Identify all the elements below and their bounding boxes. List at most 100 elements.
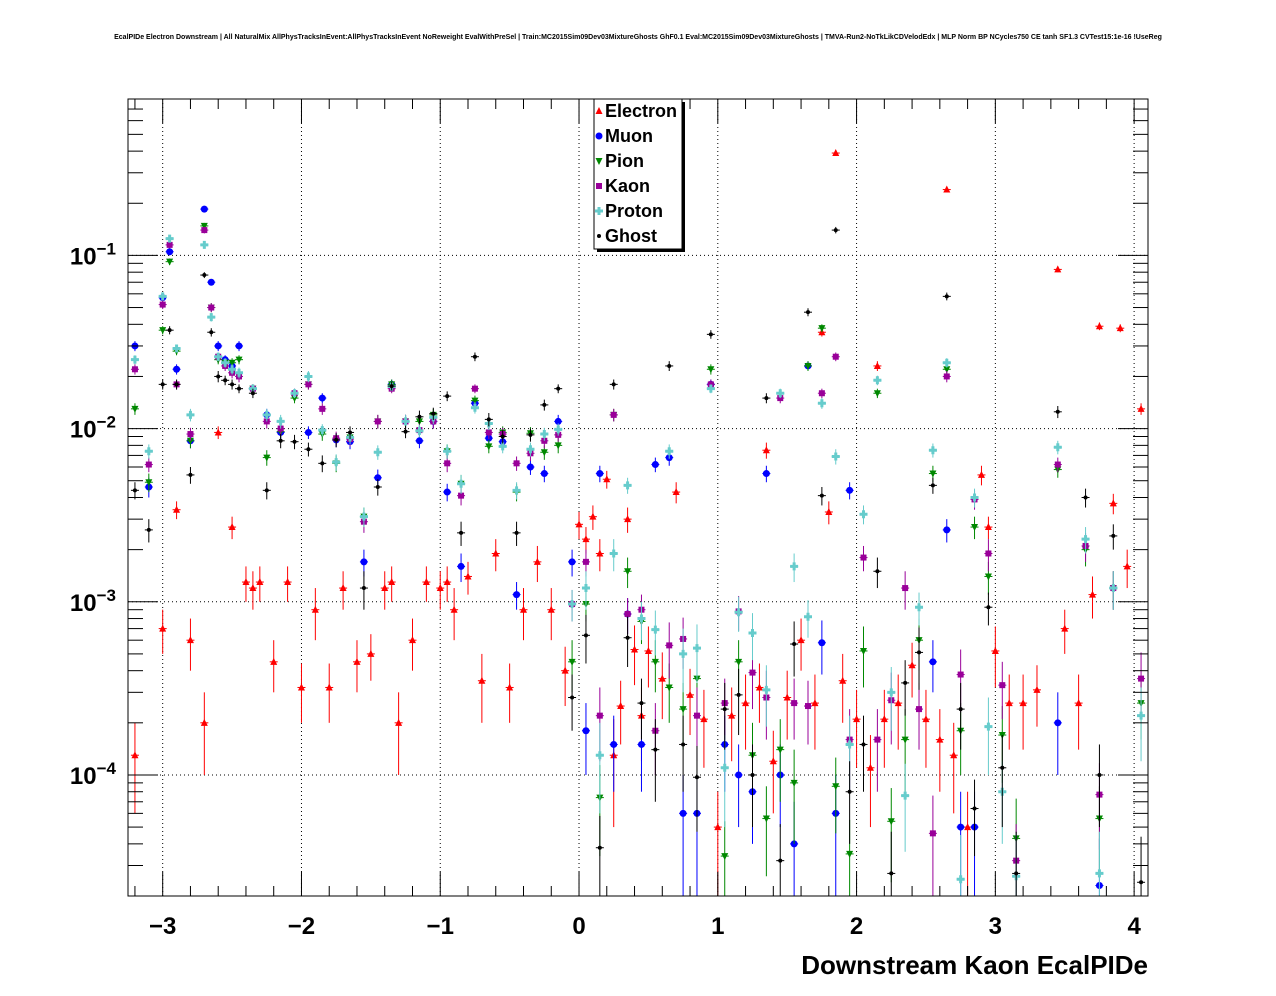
data-point bbox=[984, 722, 993, 731]
data-point bbox=[596, 549, 604, 557]
data-point bbox=[554, 425, 563, 434]
data-point bbox=[228, 365, 237, 374]
data-point bbox=[464, 572, 472, 580]
data-point bbox=[422, 578, 430, 586]
data-point bbox=[1116, 324, 1124, 332]
data-point bbox=[498, 442, 507, 451]
data-point bbox=[644, 646, 652, 654]
data-point bbox=[776, 746, 784, 754]
data-point bbox=[971, 524, 979, 532]
data-point bbox=[639, 701, 644, 706]
data-point bbox=[389, 384, 394, 389]
data-point bbox=[742, 699, 750, 707]
series-muon bbox=[130, 205, 1104, 896]
data-point bbox=[445, 394, 450, 399]
data-point bbox=[679, 809, 687, 817]
data-point bbox=[353, 657, 361, 665]
data-point bbox=[166, 258, 174, 266]
data-point bbox=[861, 742, 866, 747]
data-point bbox=[512, 486, 521, 495]
data-point bbox=[866, 763, 874, 771]
x-tick-label: 3 bbox=[989, 913, 1002, 940]
data-point bbox=[131, 366, 138, 373]
data-point bbox=[547, 605, 555, 613]
data-point bbox=[415, 426, 424, 435]
data-point bbox=[944, 294, 949, 299]
data-point bbox=[930, 483, 935, 488]
data-point bbox=[791, 700, 798, 707]
data-point bbox=[903, 680, 908, 685]
data-point bbox=[686, 690, 694, 698]
data-point bbox=[624, 568, 632, 576]
data-point bbox=[597, 845, 602, 850]
data-point bbox=[637, 614, 646, 623]
legend-label: Ghost bbox=[605, 226, 657, 246]
data-point bbox=[436, 584, 444, 592]
data-point bbox=[832, 149, 840, 157]
data-point bbox=[977, 470, 985, 478]
data-point bbox=[833, 228, 838, 233]
data-point bbox=[1054, 461, 1061, 468]
y-tick-label: 10−3 bbox=[70, 586, 116, 617]
data-point bbox=[970, 493, 979, 502]
data-point bbox=[200, 205, 208, 213]
data-point bbox=[734, 608, 743, 617]
data-point bbox=[582, 535, 590, 543]
data-point bbox=[395, 718, 403, 726]
data-point bbox=[526, 445, 535, 454]
data-point bbox=[797, 636, 805, 644]
x-tick-label: −3 bbox=[149, 913, 176, 940]
data-point bbox=[408, 636, 416, 644]
data-point bbox=[984, 573, 992, 581]
data-point bbox=[443, 488, 451, 496]
legend-item-muon: Muon bbox=[595, 126, 653, 146]
data-point bbox=[999, 682, 1006, 689]
data-point bbox=[928, 446, 937, 455]
data-point bbox=[492, 549, 500, 557]
data-point bbox=[284, 578, 292, 586]
data-point bbox=[749, 669, 756, 676]
data-point bbox=[681, 742, 686, 747]
data-point bbox=[707, 366, 715, 374]
data-point bbox=[653, 747, 658, 752]
data-point bbox=[373, 448, 382, 457]
data-point bbox=[500, 434, 505, 439]
data-point bbox=[235, 368, 244, 377]
data-point bbox=[832, 783, 840, 791]
data-point bbox=[159, 327, 167, 335]
data-point bbox=[769, 757, 777, 765]
data-point bbox=[374, 418, 381, 425]
data-point bbox=[513, 460, 520, 467]
data-point bbox=[209, 330, 214, 335]
legend-label: Kaon bbox=[605, 176, 650, 196]
legend: Electron Muon Pion Kaon Proton Ghost bbox=[593, 98, 685, 252]
data-point bbox=[443, 447, 452, 456]
data-point bbox=[887, 818, 895, 826]
data-point bbox=[722, 707, 727, 712]
data-point bbox=[972, 806, 977, 811]
data-point bbox=[956, 875, 965, 884]
data-point bbox=[692, 644, 701, 653]
data-point bbox=[581, 584, 590, 593]
data-point bbox=[873, 390, 881, 398]
data-point bbox=[817, 399, 826, 408]
data-point bbox=[334, 437, 339, 442]
data-point bbox=[1088, 590, 1096, 598]
data-point bbox=[201, 227, 208, 234]
data-point bbox=[736, 692, 741, 697]
legend-marker bbox=[595, 132, 603, 140]
data-point bbox=[214, 352, 223, 361]
data-point bbox=[908, 661, 916, 669]
data-point bbox=[873, 376, 882, 385]
data-point bbox=[186, 437, 194, 445]
legend-label: Proton bbox=[605, 201, 663, 221]
data-point bbox=[1014, 871, 1019, 876]
legend-box bbox=[593, 98, 683, 250]
data-point bbox=[318, 394, 326, 402]
data-point bbox=[131, 751, 139, 759]
data-point bbox=[526, 463, 534, 471]
data-point bbox=[221, 358, 230, 367]
data-point bbox=[790, 562, 799, 571]
data-point bbox=[596, 470, 604, 478]
